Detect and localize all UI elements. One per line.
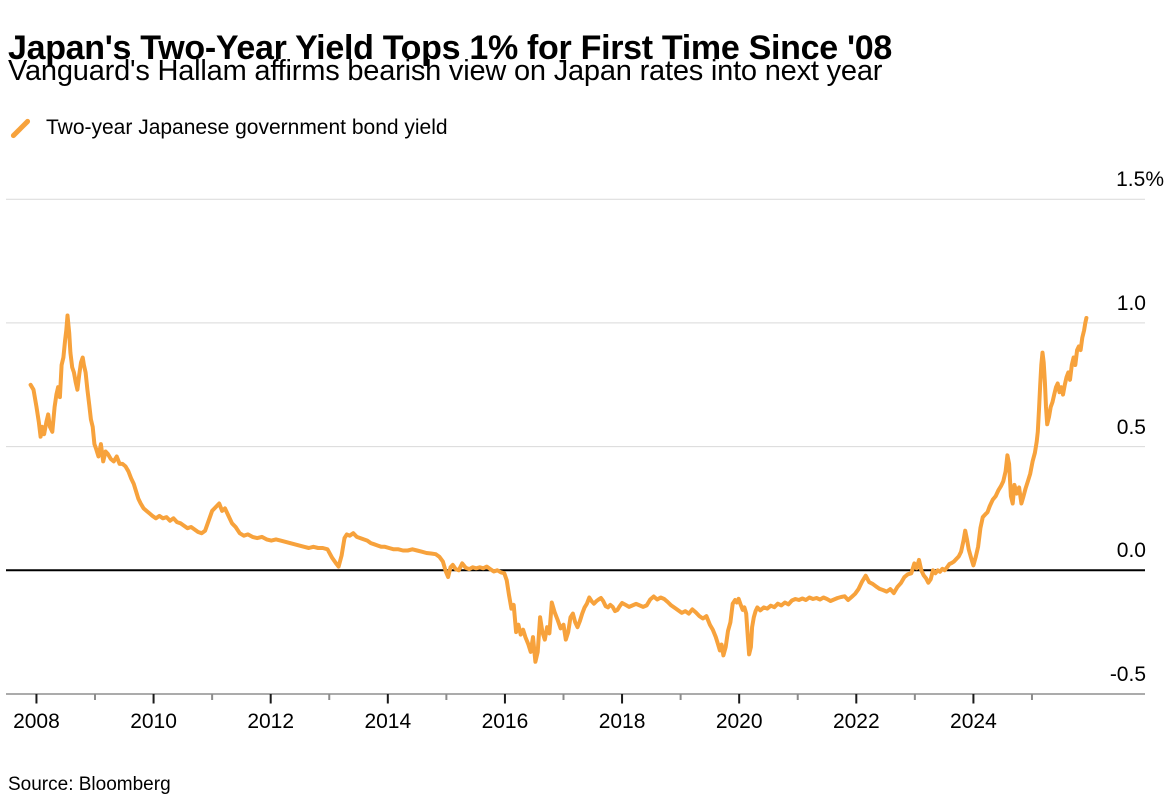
y-axis-label: -0.5: [1109, 663, 1146, 686]
x-axis-label: 2018: [598, 710, 646, 733]
x-axis-label: 2012: [247, 710, 295, 733]
x-axis-label: 2010: [130, 710, 177, 733]
x-axis-label: 2022: [832, 710, 880, 733]
x-axis-label: 2008: [13, 710, 60, 733]
x-axis-label: 2024: [950, 710, 997, 733]
y-axis-label: 1.5%: [1116, 168, 1164, 192]
legend-label: Two-year Japanese government bond yield: [46, 116, 448, 139]
legend: Two-year Japanese government bond yield: [8, 113, 448, 143]
x-axis-label: 2016: [481, 710, 529, 733]
yield-line-series: [28, 313, 1089, 664]
y-axis-label: 0.5: [1116, 415, 1146, 439]
chart-title: Japan's Two-Year Yield Tops 1% for First…: [8, 28, 892, 67]
x-axis-label: 2014: [364, 710, 412, 733]
source-note: Source: Bloomberg: [8, 774, 171, 795]
chart-subtitle: Vanguard's Hallam affirms bearish view o…: [8, 55, 883, 87]
y-axis-label: 1.0: [1116, 291, 1146, 315]
y-axis-label: 0.0: [1116, 539, 1146, 563]
x-axis-label: 2020: [715, 710, 763, 733]
